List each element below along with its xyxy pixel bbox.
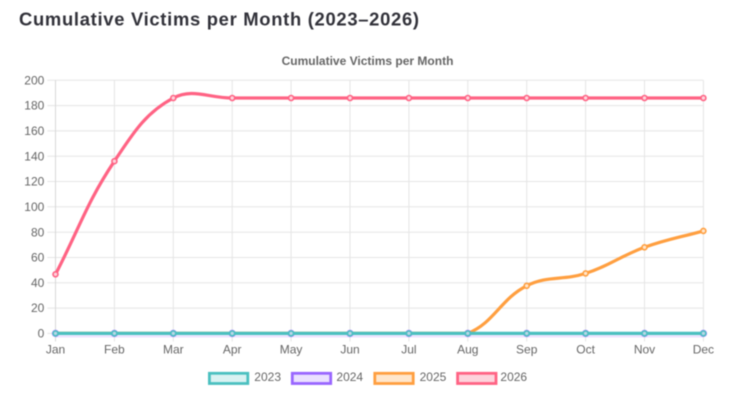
svg-text:Nov: Nov [634,343,655,357]
svg-text:Dec: Dec [693,343,714,357]
svg-text:Apr: Apr [223,343,242,357]
svg-text:2026: 2026 [500,370,527,384]
svg-text:Jul: Jul [401,343,416,357]
svg-text:160: 160 [24,124,44,138]
svg-text:20: 20 [31,301,45,315]
svg-text:140: 140 [24,149,44,163]
svg-text:120: 120 [24,175,44,189]
svg-text:80: 80 [31,225,45,239]
svg-text:Cumulative Victims per Month: Cumulative Victims per Month [282,54,454,68]
svg-text:Aug: Aug [457,343,478,357]
svg-text:2023: 2023 [254,370,281,384]
svg-text:Cumulative Victims per Month (: Cumulative Victims per Month (2023–2026) [19,8,420,29]
svg-text:Oct: Oct [576,343,595,357]
svg-text:200: 200 [24,73,44,87]
svg-text:40: 40 [31,276,45,290]
svg-text:Feb: Feb [104,343,125,357]
svg-text:2024: 2024 [336,370,363,384]
svg-text:Sep: Sep [516,343,538,357]
svg-text:180: 180 [24,99,44,113]
svg-text:0: 0 [38,327,45,341]
svg-text:Mar: Mar [163,343,184,357]
svg-text:2025: 2025 [420,370,447,384]
svg-text:May: May [280,343,303,357]
svg-text:Jun: Jun [340,343,359,357]
svg-text:60: 60 [31,251,45,265]
svg-text:100: 100 [24,200,44,214]
svg-text:Jan: Jan [46,343,65,357]
